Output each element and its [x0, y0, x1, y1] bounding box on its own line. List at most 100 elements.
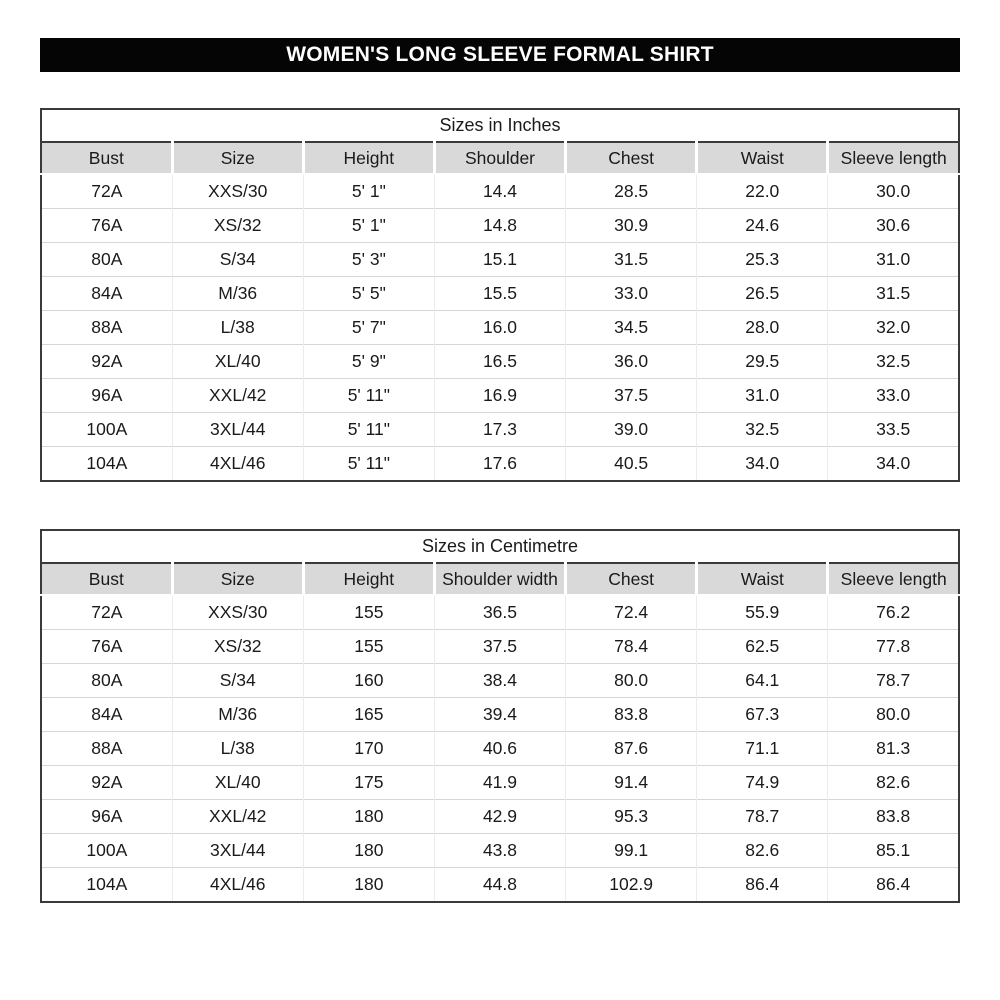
table-cell: 5' 3" — [302, 242, 435, 277]
column-header-sleeve-length: Sleeve length — [826, 563, 959, 596]
column-header-height: Height — [301, 142, 435, 175]
table-cell: XXS/30 — [171, 595, 304, 630]
column-header-height: Height — [301, 563, 435, 596]
table-cell: 24.6 — [696, 208, 828, 243]
table-cell: 34.5 — [565, 310, 697, 345]
table-cell: 22.0 — [696, 174, 828, 209]
table-cell: 87.6 — [565, 731, 697, 766]
table-cell: 76A — [41, 208, 173, 243]
table-cell: XS/32 — [171, 629, 304, 664]
table-cell: 76A — [41, 629, 173, 664]
table-cell: 5' 1" — [302, 208, 435, 243]
table-cell: 78.4 — [565, 629, 697, 664]
table-row: 92A XL/40 175 41.9 91.4 74.9 82.6 — [41, 765, 959, 800]
table-cell: 5' 11" — [302, 446, 435, 481]
table-cell: 15.1 — [433, 242, 566, 277]
page-title: WOMEN'S LONG SLEEVE FORMAL SHIRT — [40, 38, 960, 72]
table-cell: 72.4 — [565, 595, 697, 630]
table-cell: 74.9 — [696, 765, 828, 800]
table-cell: 86.4 — [827, 867, 959, 902]
table-cell: 31.0 — [827, 242, 959, 277]
table-caption: Sizes in Centimetre — [41, 530, 959, 564]
table-cell: M/36 — [171, 697, 304, 732]
table-cell: 40.6 — [433, 731, 566, 766]
table-cell: 100A — [41, 412, 173, 447]
table-cell: 83.8 — [565, 697, 697, 732]
column-header-shoulder: Shoulder — [432, 142, 566, 175]
table-row: 76A XS/32 155 37.5 78.4 62.5 77.8 — [41, 629, 959, 664]
table-cell: 3XL/44 — [171, 412, 304, 447]
table-cell: 82.6 — [696, 833, 828, 868]
table-row: 104A 4XL/46 180 44.8 102.9 86.4 86.4 — [41, 867, 959, 902]
table-cell: 5' 7" — [302, 310, 435, 345]
table-cell: 100A — [41, 833, 173, 868]
table-cell: 39.4 — [433, 697, 566, 732]
table-cell: 64.1 — [696, 663, 828, 698]
table-cell: XXL/42 — [171, 799, 304, 834]
table-cell: 34.0 — [696, 446, 828, 481]
table-cell: 33.0 — [565, 276, 697, 311]
table-cell: 5' 1" — [302, 174, 435, 209]
table-cell: 42.9 — [433, 799, 566, 834]
table-cell: 26.5 — [696, 276, 828, 311]
table-cell: M/36 — [171, 276, 304, 311]
column-header-row: Bust Size Height Shoulder width Chest Waist Sl… — [41, 563, 959, 596]
table-cell: 36.0 — [565, 344, 697, 379]
table-cell: 5' 5" — [302, 276, 435, 311]
table-cell: 175 — [302, 765, 435, 800]
table-cell: 33.0 — [827, 378, 959, 413]
table-cell: 78.7 — [696, 799, 828, 834]
table-cell: 16.0 — [433, 310, 566, 345]
table-caption-row: Sizes in Centimetre — [41, 530, 959, 564]
table-cell: 180 — [302, 867, 435, 902]
table-cell: 41.9 — [433, 765, 566, 800]
table-body: 72A XXS/30 155 36.5 72.4 55.9 76.2 76A XS/32 155 3… — [41, 595, 959, 902]
table-caption-row: Sizes in Inches — [41, 109, 959, 143]
table-cell: 91.4 — [565, 765, 697, 800]
table-cell: XS/32 — [171, 208, 304, 243]
table-cell: 80.0 — [565, 663, 697, 698]
table-cell: 88A — [41, 731, 173, 766]
table-cell: XXL/42 — [171, 378, 304, 413]
table-cell: 180 — [302, 799, 435, 834]
table-cell: XL/40 — [171, 344, 304, 379]
table-row: 76A XS/32 5' 1" 14.8 30.9 24.6 30.6 — [41, 208, 959, 243]
table-cell: 72A — [41, 174, 173, 209]
table-cell: 32.5 — [827, 344, 959, 379]
table-cell: 4XL/46 — [171, 446, 304, 481]
table-cell: 44.8 — [433, 867, 566, 902]
table-cell: 96A — [41, 378, 173, 413]
table-row: 92A XL/40 5' 9" 16.5 36.0 29.5 32.5 — [41, 344, 959, 379]
table-cell: 37.5 — [565, 378, 697, 413]
table-cell: 30.6 — [827, 208, 959, 243]
table-cell: 34.0 — [827, 446, 959, 481]
table-cell: 76.2 — [827, 595, 959, 630]
size-table-centimetre: Sizes in Centimetre Bust Size Height Shoulde… — [40, 529, 960, 903]
table-row: 100A 3XL/44 5' 11" 17.3 39.0 32.5 33.5 — [41, 412, 959, 447]
table-cell: 96A — [41, 799, 173, 834]
table-row: 104A 4XL/46 5' 11" 17.6 40.5 34.0 34.0 — [41, 446, 959, 481]
table-cell: 36.5 — [433, 595, 566, 630]
table-row: 88A L/38 5' 7" 16.0 34.5 28.0 32.0 — [41, 310, 959, 345]
table-cell: 3XL/44 — [171, 833, 304, 868]
size-table-inches: Sizes in Inches Bust Size Height Shoulder Che… — [40, 108, 960, 482]
table-cell: 32.5 — [696, 412, 828, 447]
column-header-waist: Waist — [695, 142, 828, 175]
table-cell: XL/40 — [171, 765, 304, 800]
table-cell: 30.9 — [565, 208, 697, 243]
table-cell: XXS/30 — [171, 174, 304, 209]
column-header-sleeve-length: Sleeve length — [826, 142, 959, 175]
table-row: 72A XXS/30 155 36.5 72.4 55.9 76.2 — [41, 595, 959, 630]
table-cell: 14.4 — [433, 174, 566, 209]
column-header-size: Size — [170, 142, 304, 175]
table-cell: 86.4 — [696, 867, 828, 902]
table-cell: 31.5 — [565, 242, 697, 277]
table-cell: 31.0 — [696, 378, 828, 413]
table-cell: 78.7 — [827, 663, 959, 698]
column-header-bust: Bust — [41, 563, 173, 596]
table-cell: 30.0 — [827, 174, 959, 209]
column-header-shoulder-width: Shoulder width — [432, 563, 566, 596]
table-cell: 17.6 — [433, 446, 566, 481]
table-cell: L/38 — [171, 731, 304, 766]
table-cell: 5' 11" — [302, 412, 435, 447]
